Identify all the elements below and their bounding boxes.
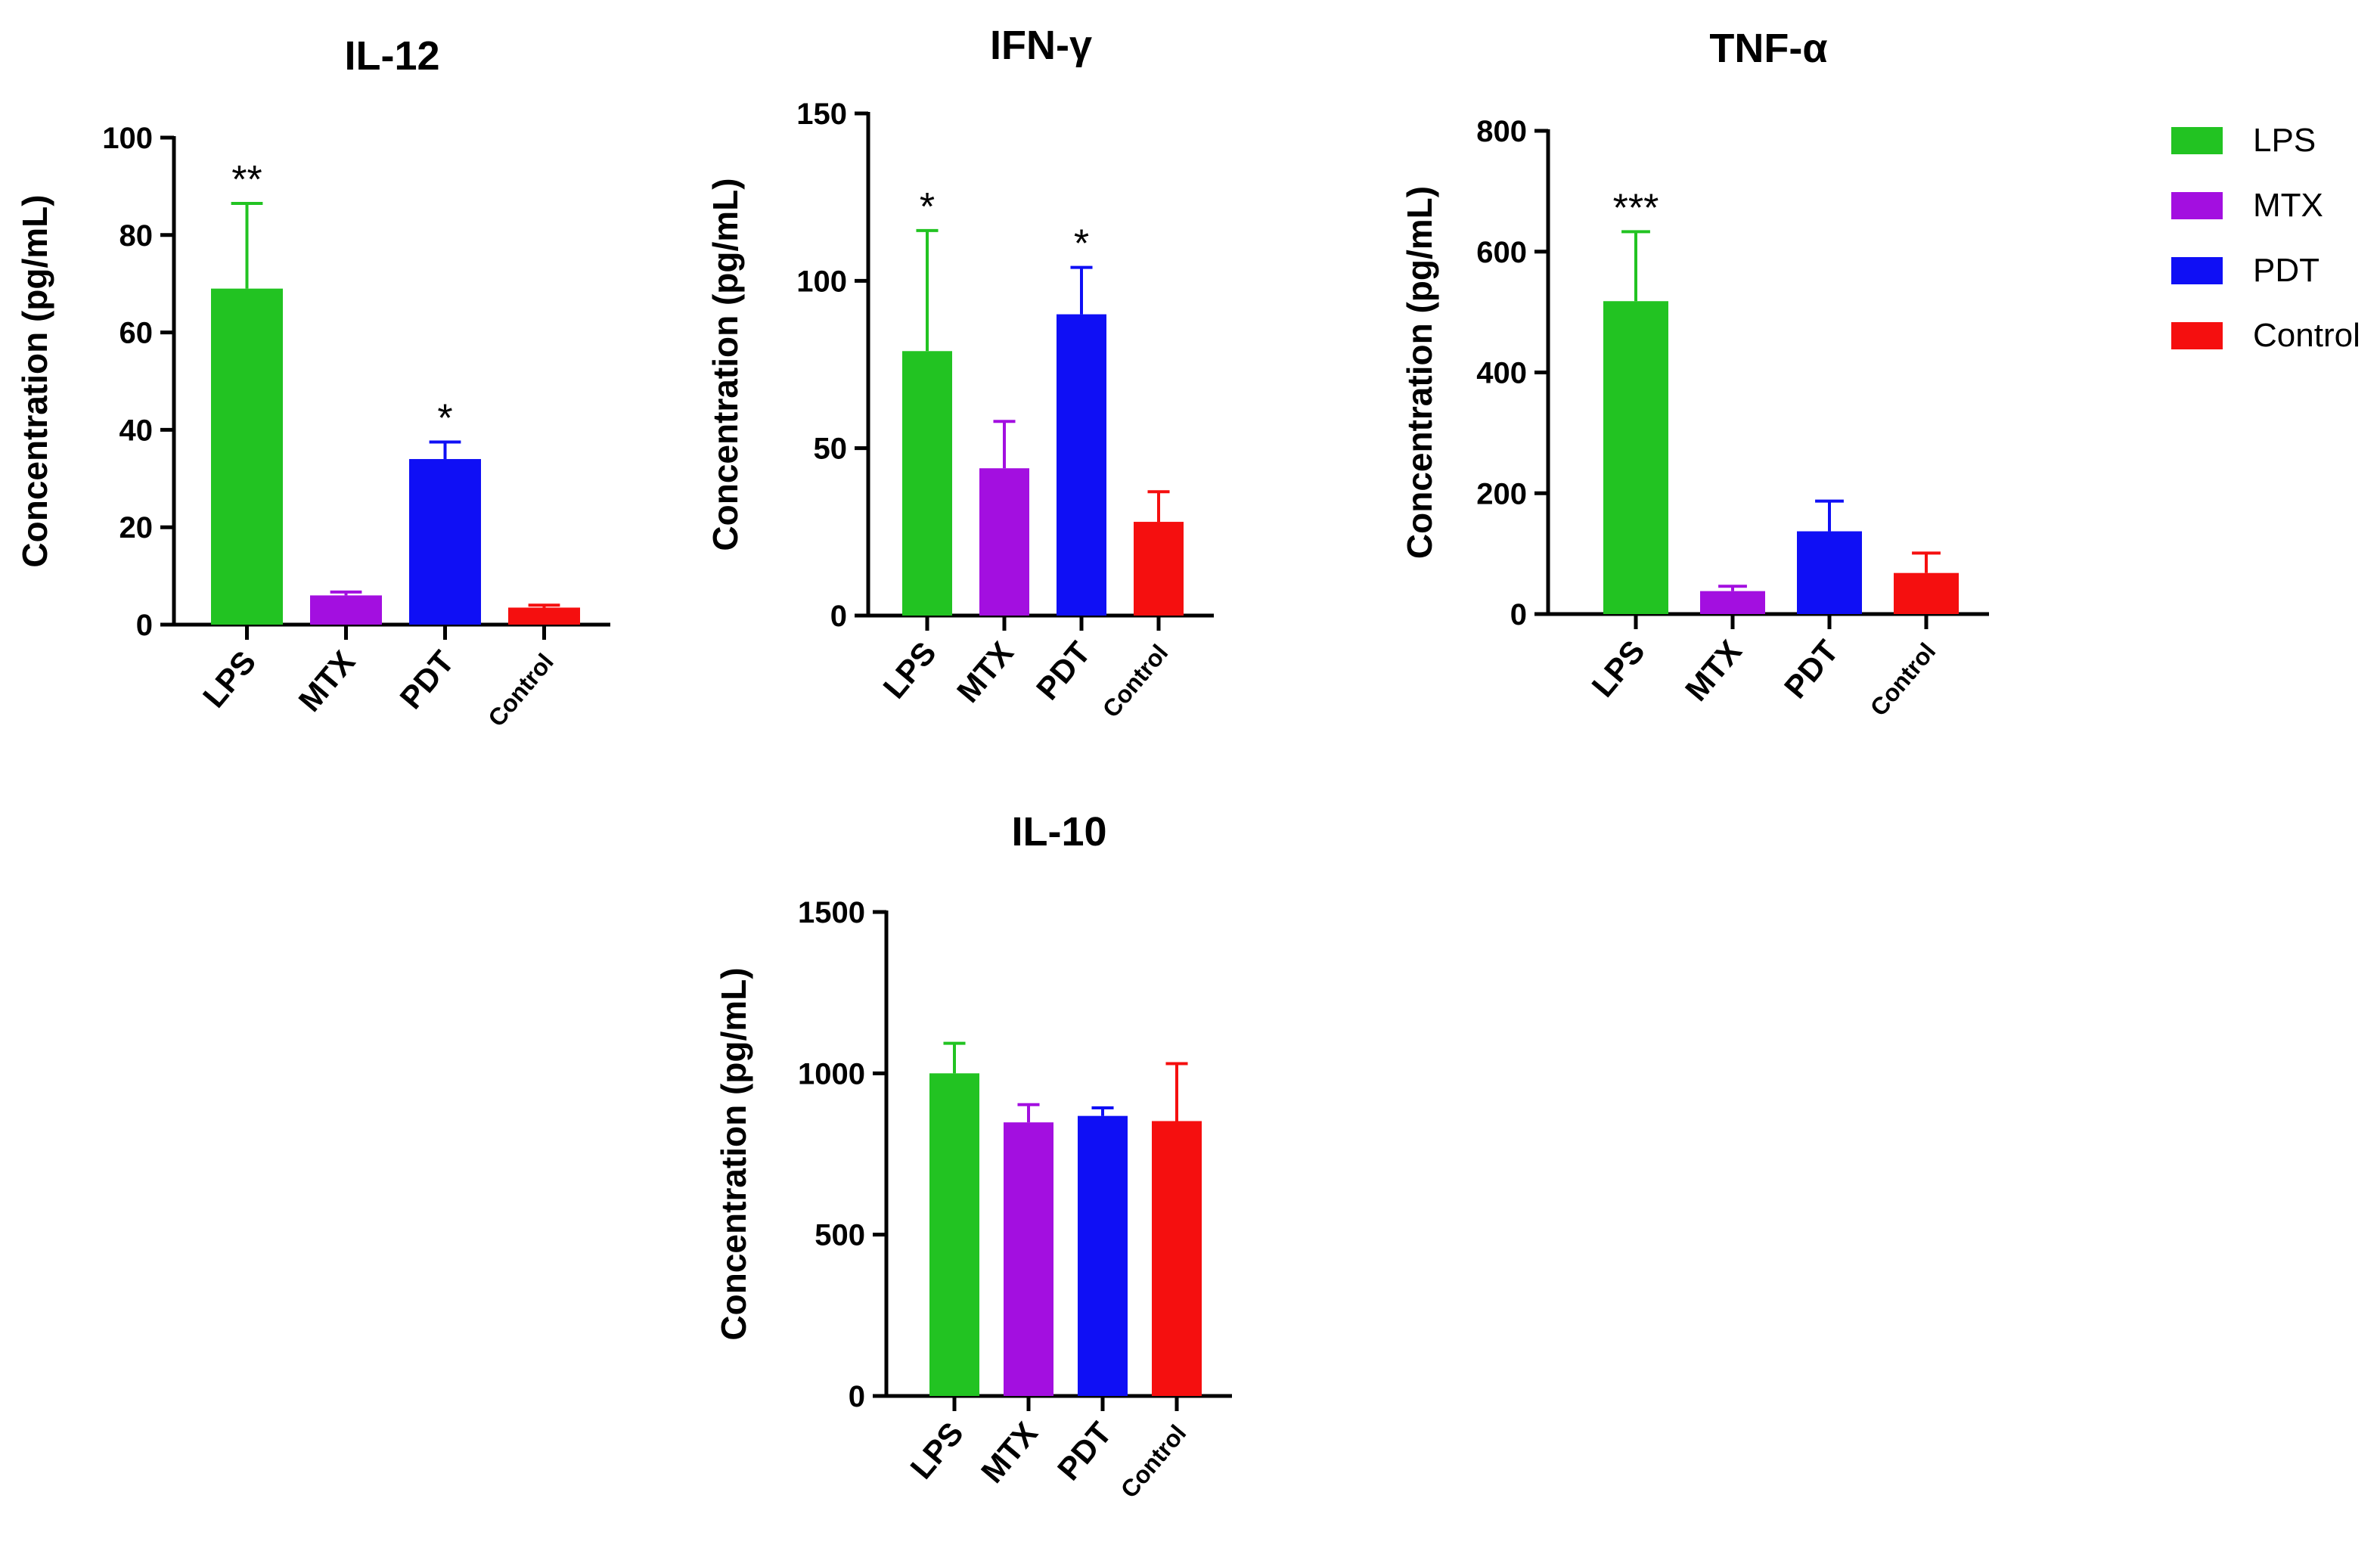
y-axis-label: Concentration (pg/mL) [706, 178, 745, 551]
x-tick-label-mtx: MTX [1678, 634, 1749, 708]
bar-control [1152, 1121, 1202, 1396]
x-tick-label-mtx: MTX [291, 644, 361, 718]
y-tick-label: 1000 [798, 1057, 865, 1090]
y-tick-label: 0 [1510, 598, 1527, 631]
bar-control [1134, 522, 1184, 616]
chart-panel-ifn-: IFN-γ Concentration (pg/mL) 0 50 100 150 LPS * M… [706, 23, 1214, 723]
significance-label-lps: * [920, 185, 935, 229]
chart-title: IL-12 [344, 33, 439, 79]
legend-label-mtx: MTX [2253, 187, 2323, 224]
x-tick-label-control: Control [1097, 639, 1174, 722]
x-tick-label-lps: LPS [903, 1416, 970, 1486]
x-tick-label-pdt: PDT [1029, 634, 1097, 706]
bar-lps [929, 1073, 979, 1396]
y-tick-label: 0 [136, 609, 153, 642]
bar-pdt [409, 459, 481, 625]
y-tick-label: 100 [102, 122, 153, 155]
y-tick-label: 150 [796, 98, 847, 131]
significance-label-lps: ** [231, 158, 262, 202]
bar-lps [902, 351, 952, 616]
legend-swatch-control [2171, 322, 2223, 349]
significance-label-pdt: * [1074, 222, 1089, 266]
y-tick-label: 50 [814, 433, 848, 466]
bar-lps [1603, 301, 1668, 614]
legend-swatch-mtx [2171, 192, 2223, 219]
legend-label-pdt: PDT [2253, 252, 2319, 289]
y-tick-label: 20 [119, 511, 154, 544]
x-tick-label-pdt: PDT [393, 644, 461, 715]
legend-swatch-pdt [2171, 257, 2223, 284]
bar-pdt [1078, 1115, 1128, 1396]
y-tick-label: 40 [119, 414, 154, 447]
bar-lps [211, 288, 283, 625]
bar-pdt [1057, 314, 1106, 616]
chart-title: IFN-γ [990, 23, 1092, 68]
y-tick-label: 200 [1476, 477, 1527, 510]
x-tick-label-mtx: MTX [974, 1416, 1044, 1490]
y-tick-label: 60 [119, 317, 154, 350]
chart-panel-il-10: IL-10 Concentration (pg/mL) 0 500 1000 1500 LP… [714, 809, 1232, 1503]
legend-label-control: Control [2253, 317, 2360, 354]
bar-pdt [1797, 531, 1862, 614]
significance-label-lps: *** [1613, 186, 1659, 230]
x-tick-label-control: Control [1865, 637, 1941, 721]
y-tick-label: 400 [1476, 357, 1527, 390]
y-axis-label: Concentration (pg/mL) [714, 967, 753, 1340]
y-tick-label: 0 [849, 1380, 865, 1413]
chart-title: IL-10 [1011, 809, 1106, 855]
chart-title: TNF-α [1709, 26, 1827, 71]
x-tick-label-lps: LPS [876, 635, 943, 706]
y-tick-label: 500 [815, 1219, 865, 1252]
x-tick-label-pdt: PDT [1050, 1415, 1119, 1487]
x-tick-label-control: Control [483, 648, 559, 731]
bar-mtx [979, 468, 1029, 616]
y-axis-label: Concentration (pg/mL) [1400, 186, 1439, 559]
legend: LPS MTX PDT Control [2171, 122, 2360, 354]
significance-label-pdt: * [437, 397, 452, 441]
x-tick-label-control: Control [1116, 1419, 1192, 1503]
legend-label-lps: LPS [2253, 122, 2316, 159]
x-tick-label-lps: LPS [196, 644, 263, 715]
x-tick-label-mtx: MTX [950, 635, 1020, 709]
bar-control [1894, 572, 1959, 614]
x-tick-label-pdt: PDT [1777, 633, 1845, 705]
x-tick-label-lps: LPS [1584, 634, 1652, 704]
chart-panel-tnf-: TNF-α Concentration (pg/mL) 0 200 400 600 800 L… [1400, 26, 1989, 721]
y-axis-label: Concentration (pg/mL) [15, 194, 54, 567]
bar-mtx [1700, 591, 1765, 614]
chart-panel-il-12: IL-12 Concentration (pg/mL) 0 20 40 60 80 100 LP… [15, 33, 610, 732]
y-tick-label: 800 [1476, 115, 1527, 148]
bar-mtx [1004, 1122, 1053, 1396]
y-tick-label: 1500 [798, 896, 865, 929]
y-tick-label: 100 [796, 265, 847, 298]
y-tick-label: 600 [1476, 236, 1527, 269]
legend-swatch-lps [2171, 127, 2223, 154]
y-tick-label: 0 [830, 600, 847, 633]
bar-control [508, 607, 580, 625]
bar-mtx [310, 595, 382, 625]
y-tick-label: 80 [119, 219, 154, 253]
